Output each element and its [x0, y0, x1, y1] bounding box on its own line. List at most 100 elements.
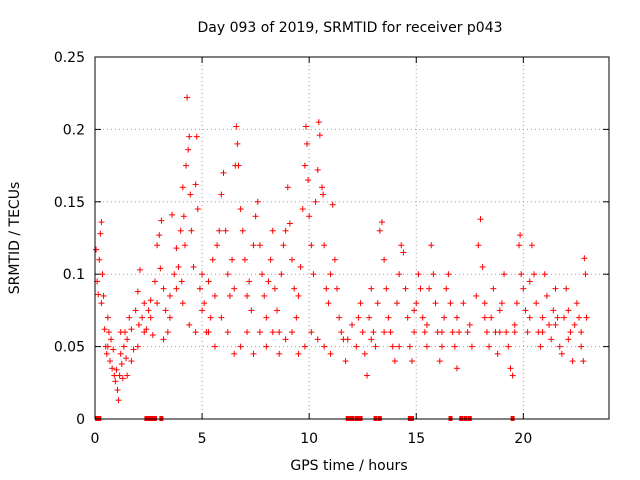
data-point — [374, 300, 381, 307]
data-point — [173, 285, 180, 292]
data-point — [183, 162, 190, 169]
data-point — [475, 242, 482, 249]
data-point — [526, 314, 533, 321]
data-point — [438, 343, 445, 350]
data-point — [98, 300, 105, 307]
data-point — [565, 307, 572, 314]
data-point — [235, 162, 242, 169]
data-point — [211, 292, 218, 299]
data-point — [218, 191, 225, 198]
data-point — [180, 213, 187, 220]
data-point — [323, 285, 330, 292]
data-point — [233, 123, 240, 130]
data-point — [421, 329, 428, 336]
data-point — [393, 300, 400, 307]
data-point — [110, 346, 117, 353]
data-point — [218, 314, 225, 321]
data-point — [134, 288, 141, 295]
data-point — [246, 278, 253, 285]
data-point — [295, 350, 302, 357]
data-point — [241, 256, 248, 263]
data-point — [187, 191, 194, 198]
data-point — [295, 292, 302, 299]
data-point — [319, 184, 326, 191]
y-tick-label: 0.25 — [54, 50, 85, 66]
y-tick-label: 0.2 — [63, 122, 85, 138]
data-point — [573, 300, 580, 307]
data-point — [505, 343, 512, 350]
chart-title: Day 093 of 2019, SRMTID for receiver p04… — [197, 20, 502, 36]
data-point — [357, 300, 364, 307]
data-point — [201, 300, 208, 307]
data-point — [396, 343, 403, 350]
data-point — [280, 242, 287, 249]
data-point — [299, 206, 306, 213]
data-point — [520, 285, 527, 292]
data-point — [329, 201, 336, 208]
data-point — [552, 285, 559, 292]
data-point — [441, 314, 448, 321]
data-point — [552, 321, 559, 328]
data-point — [224, 271, 231, 278]
data-point — [336, 314, 343, 321]
data-point — [177, 227, 184, 234]
data-point — [105, 329, 112, 336]
data-point — [561, 314, 568, 321]
data-point — [199, 307, 206, 314]
data-point — [147, 297, 154, 304]
data-point — [166, 314, 173, 321]
data-point — [481, 300, 488, 307]
data-point — [135, 321, 142, 328]
data-point — [301, 162, 308, 169]
data-point — [224, 329, 231, 336]
data-point — [404, 314, 411, 321]
data-point — [376, 227, 383, 234]
data-point — [252, 213, 259, 220]
data-point — [113, 366, 120, 373]
data-point — [301, 343, 308, 350]
data-point — [426, 285, 433, 292]
data-point — [321, 343, 328, 350]
data-point — [250, 242, 257, 249]
data-point — [314, 336, 321, 343]
data-point — [237, 206, 244, 213]
data-point — [231, 350, 238, 357]
data-point — [278, 271, 285, 278]
data-point — [498, 300, 505, 307]
data-point — [192, 329, 199, 336]
data-point — [501, 271, 508, 278]
data-point — [453, 314, 460, 321]
data-point — [231, 285, 238, 292]
data-point — [583, 314, 590, 321]
data-point — [565, 336, 572, 343]
data-point — [507, 365, 514, 372]
data-point — [447, 300, 454, 307]
data-point — [355, 314, 362, 321]
data-point — [181, 242, 188, 249]
data-point — [320, 191, 327, 198]
data-point — [537, 343, 544, 350]
data-point — [327, 271, 334, 278]
y-tick-label: 0.1 — [63, 267, 85, 283]
data-point — [533, 300, 540, 307]
data-point — [254, 198, 261, 205]
data-point — [582, 271, 589, 278]
data-point — [378, 219, 385, 226]
data-point — [151, 278, 158, 285]
data-point — [423, 343, 430, 350]
data-point — [111, 372, 118, 379]
data-point — [517, 232, 524, 239]
data-point — [400, 249, 407, 256]
data-point — [432, 300, 439, 307]
data-point — [244, 292, 251, 299]
data-point — [173, 245, 180, 252]
data-point — [312, 198, 319, 205]
data-point — [366, 314, 373, 321]
data-point — [569, 358, 576, 365]
data-point — [93, 246, 100, 253]
data-point — [411, 329, 418, 336]
x-axis-label: GPS time / hours — [290, 458, 407, 474]
data-point — [284, 184, 291, 191]
data-point — [359, 329, 366, 336]
